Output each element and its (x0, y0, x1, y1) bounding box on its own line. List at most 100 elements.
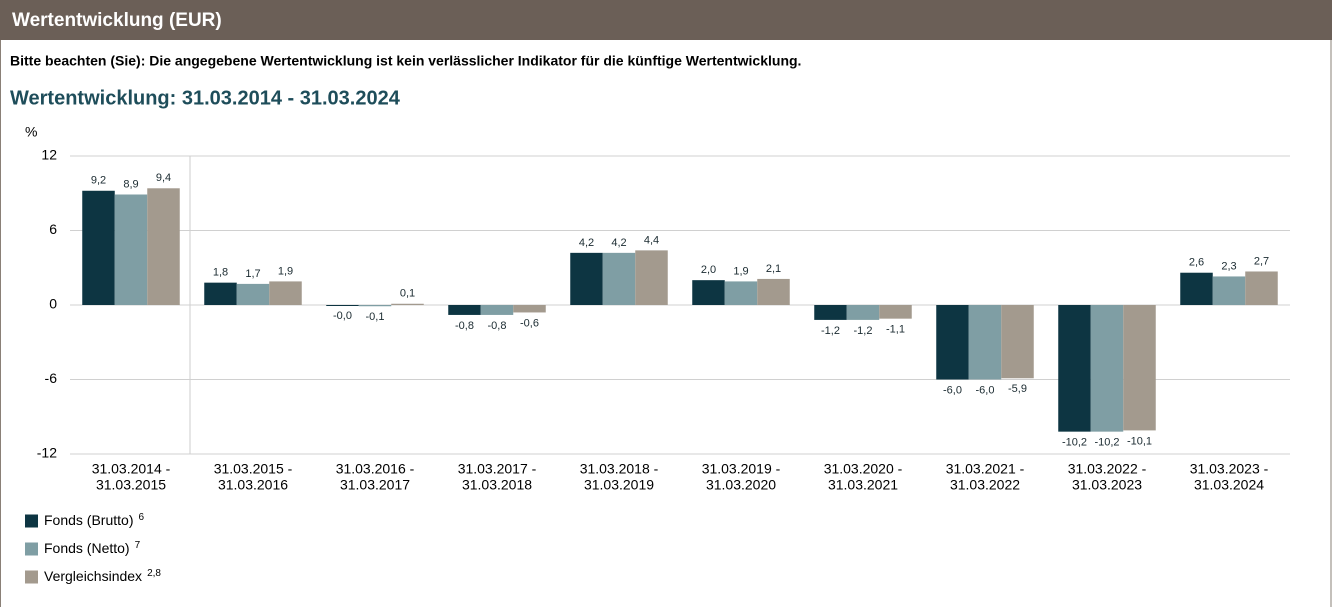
value-label: 1,7 (245, 268, 260, 280)
value-label: 1,8 (213, 267, 228, 279)
x-tick-label: 31.03.2018 - (580, 461, 659, 477)
value-label: -0,1 (366, 311, 385, 323)
bar (114, 194, 148, 305)
y-tick-label: -12 (37, 445, 57, 461)
value-label: -5,9 (1008, 383, 1027, 395)
legend-label: Vergleichsindex 2,8 (44, 568, 161, 584)
bar (1090, 305, 1124, 432)
y-tick-label: -6 (45, 370, 58, 386)
y-tick-label: 6 (49, 221, 57, 237)
x-tick-label: 31.03.2017 - (458, 461, 537, 477)
x-tick-label: 31.03.2020 - (824, 461, 903, 477)
x-tick-label: 31.03.2018 (462, 477, 532, 493)
bar (1123, 305, 1156, 431)
value-label: 8,9 (123, 178, 138, 190)
bar (968, 305, 1002, 380)
value-label: -10,1 (1127, 435, 1152, 447)
x-tick-label: 31.03.2015 (96, 477, 166, 493)
bar (757, 278, 790, 305)
value-label: 4,4 (644, 234, 659, 246)
x-tick-label: 31.03.2017 (340, 477, 410, 493)
value-label: -0,8 (455, 320, 474, 332)
value-label: -1,2 (854, 325, 873, 337)
x-tick-label: 31.03.2021 - (946, 461, 1025, 477)
value-label: 4,2 (611, 237, 626, 249)
legend-name: Vergleichsindex (44, 568, 142, 584)
x-tick-label: 31.03.2014 - (92, 461, 171, 477)
header-title: Wertentwicklung (EUR) (12, 10, 222, 31)
bar (1180, 272, 1213, 305)
legend-label: Fonds (Brutto) 6 (44, 512, 144, 528)
value-label: -1,1 (886, 324, 905, 336)
bar (358, 305, 392, 307)
value-label: 2,3 (1221, 260, 1236, 272)
value-label: 4,2 (579, 237, 594, 249)
legend-name: Fonds (Brutto) (44, 512, 133, 528)
bar (147, 188, 180, 305)
legend-swatch (25, 514, 38, 528)
bar (570, 252, 603, 305)
legend-footnote: 6 (138, 512, 144, 523)
notice: Bitte beachten (Sie): Die angegebene Wer… (10, 53, 801, 69)
value-label: 1,9 (733, 265, 748, 277)
bar (936, 305, 969, 380)
value-label: -0,0 (333, 310, 352, 322)
bar (1212, 276, 1246, 305)
bar (82, 190, 115, 305)
bar (480, 305, 514, 315)
bar (635, 250, 668, 305)
bar (602, 252, 636, 305)
bar (326, 305, 359, 306)
legend-label: Fonds (Netto) 7 (44, 540, 141, 556)
x-tick-label: 31.03.2015 - (214, 461, 293, 477)
y-tick-label: 12 (41, 147, 57, 163)
value-label: 2,1 (766, 263, 781, 275)
value-label: -10,2 (1062, 437, 1087, 449)
value-label: -6,0 (943, 384, 962, 396)
value-label: -0,8 (488, 320, 507, 332)
x-tick-label: 31.03.2023 - (1190, 461, 1269, 477)
value-label: 9,4 (156, 172, 171, 184)
legend-swatch (25, 542, 38, 556)
x-tick-label: 31.03.2022 - (1068, 461, 1147, 477)
value-label: -0,6 (520, 317, 539, 329)
bar (814, 305, 847, 320)
x-tick-label: 31.03.2016 (218, 477, 288, 493)
y-axis-label: % (25, 124, 37, 140)
header-bar (0, 0, 1332, 40)
legend-footnote: 7 (135, 540, 141, 551)
x-tick-label: 31.03.2023 (1072, 477, 1142, 493)
value-label: 0,1 (400, 288, 415, 300)
x-tick-label: 31.03.2019 (584, 477, 654, 493)
value-label: -1,2 (821, 325, 840, 337)
x-tick-label: 31.03.2020 (706, 477, 776, 493)
x-tick-label: 31.03.2024 (1194, 477, 1264, 493)
bar (692, 280, 725, 305)
bar (391, 303, 424, 305)
value-label: 1,9 (278, 265, 293, 277)
value-label: 2,0 (701, 264, 716, 276)
legend-name: Fonds (Netto) (44, 540, 130, 556)
bar (448, 305, 481, 315)
x-tick-label: 31.03.2021 (828, 477, 898, 493)
bar (846, 305, 880, 320)
value-label: 9,2 (91, 175, 106, 187)
bar (1001, 305, 1034, 379)
value-label: 2,7 (1254, 255, 1269, 267)
bar (513, 305, 546, 313)
x-tick-label: 31.03.2022 (950, 477, 1020, 493)
chart-title: Wertentwicklung: 31.03.2014 - 31.03.2024 (10, 87, 401, 109)
x-tick-label: 31.03.2019 - (702, 461, 781, 477)
bar (269, 281, 302, 305)
value-label: -6,0 (976, 384, 995, 396)
value-label: -10,2 (1094, 437, 1119, 449)
bar (879, 305, 912, 319)
bar (1058, 305, 1091, 432)
bar (204, 282, 237, 305)
legend-footnote: 2,8 (147, 568, 161, 579)
bar (1245, 271, 1278, 305)
bar (724, 281, 758, 305)
legend-swatch (25, 570, 38, 584)
y-tick-label: 0 (49, 296, 57, 312)
